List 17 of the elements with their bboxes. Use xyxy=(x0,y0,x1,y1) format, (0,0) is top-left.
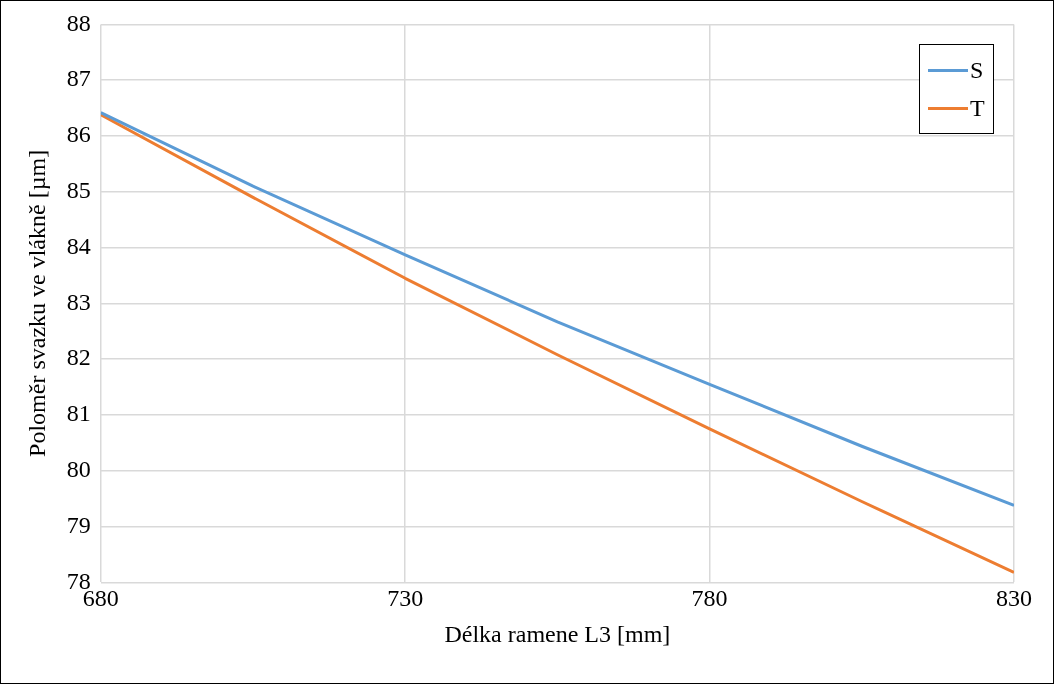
legend-label: S xyxy=(970,56,984,84)
y-tick-label: 85 xyxy=(66,177,91,204)
x-tick-label: 830 xyxy=(996,585,1032,612)
y-tick-label: 82 xyxy=(66,344,91,371)
x-axis-title: Délka ramene L3 [mm] xyxy=(444,620,671,647)
y-axis-title: Poloměr svazku ve vlákně [µm] xyxy=(23,149,50,457)
y-tick-label: 80 xyxy=(66,456,91,483)
x-tick-label: 730 xyxy=(387,585,424,612)
x-tick-label: 780 xyxy=(691,585,728,612)
y-tick-label: 84 xyxy=(66,232,91,259)
y-tick-label: 87 xyxy=(66,65,91,92)
legend-label: T xyxy=(970,94,985,122)
y-tick-label: 79 xyxy=(66,511,91,538)
y-tick-label: 83 xyxy=(66,288,91,315)
y-tick-label: 81 xyxy=(66,400,91,427)
y-tick-label: 86 xyxy=(66,121,91,148)
y-tick-label: 88 xyxy=(66,9,91,36)
